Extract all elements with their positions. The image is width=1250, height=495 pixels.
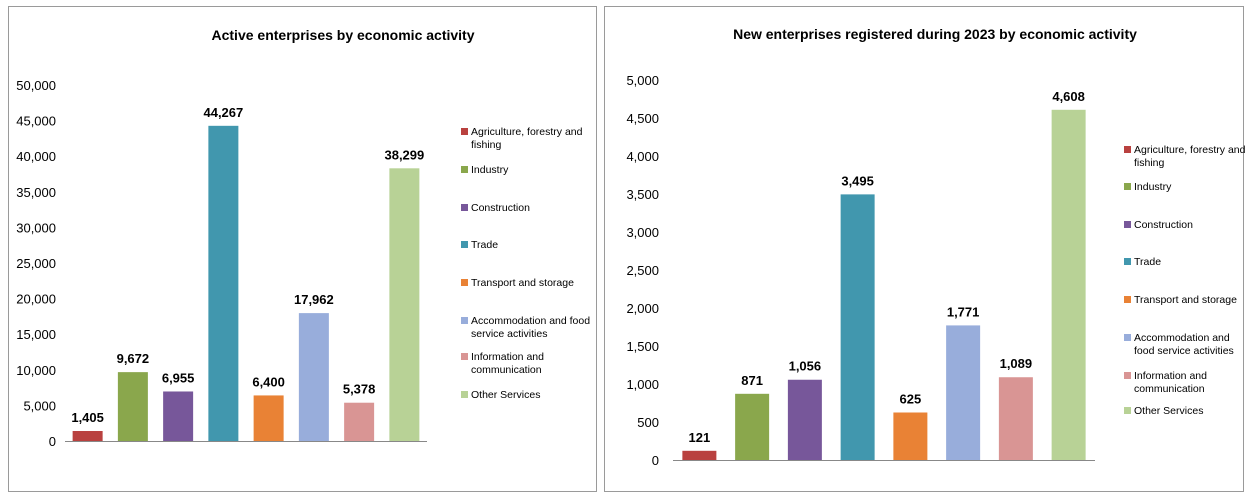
y-tick-label: 45,000 (16, 114, 56, 129)
legend-swatch (461, 391, 468, 398)
y-tick-label: 0 (49, 434, 56, 449)
data-label: 1,771 (947, 304, 980, 319)
legend-entry: Industry (1134, 181, 1172, 193)
bar-8 (389, 168, 420, 441)
y-tick-label: 500 (637, 415, 659, 430)
legend-swatch (1124, 334, 1131, 341)
y-tick-label: 40,000 (16, 149, 56, 164)
bar-4 (208, 125, 239, 441)
active-enterprises-chart-panel: Active enterprises by economic activity 0… (8, 6, 597, 492)
legend-entry: Construction (471, 202, 530, 214)
legend-entry: Transport and storage (471, 277, 574, 289)
legend-entry: Trade (471, 239, 498, 251)
legend-entry: Construction (1134, 219, 1193, 231)
data-label: 5,378 (343, 382, 376, 397)
y-tick-label: 2,500 (626, 263, 659, 278)
y-tick-label: 35,000 (16, 185, 56, 200)
data-label: 6,955 (162, 370, 195, 385)
legend-swatch (1124, 372, 1131, 379)
new-enterprises-chart-panel: New enterprises registered during 2023 b… (604, 6, 1245, 492)
legend-swatch (461, 279, 468, 286)
data-label: 38,299 (384, 147, 424, 162)
y-tick-label: 0 (652, 453, 659, 468)
legend-entry: Other Services (1134, 405, 1203, 417)
bar-3 (787, 379, 822, 460)
legend-entry: Trade (1134, 256, 1161, 268)
bar-1 (682, 450, 717, 460)
y-tick-label: 50,000 (16, 78, 56, 93)
y-tick-label: 1,000 (626, 377, 659, 392)
legend-swatch (1124, 221, 1131, 228)
legend-entry: Accommodation and food service activities (471, 315, 590, 340)
data-label: 871 (741, 373, 763, 388)
y-tick-label: 4,000 (626, 149, 659, 164)
new-enterprises-chart: New enterprises registered during 2023 b… (626, 26, 1245, 468)
legend-swatch (461, 317, 468, 324)
legend-entry: Agriculture, forestry and fishing (471, 126, 583, 151)
data-label: 4,608 (1052, 89, 1085, 104)
legend-entry: Accommodation and food service activities (1134, 332, 1234, 357)
bar-2 (117, 372, 148, 441)
legend-swatch (1124, 183, 1131, 190)
legend-entry: Other Services (471, 389, 540, 401)
data-label: 44,267 (203, 105, 243, 120)
y-tick-label: 3,500 (626, 187, 659, 202)
bar-8 (1051, 109, 1086, 461)
legend-swatch (461, 241, 468, 248)
y-tick-label: 30,000 (16, 220, 56, 235)
y-tick-label: 5,000 (626, 73, 659, 88)
data-label: 1,089 (1000, 356, 1033, 371)
bar-5 (253, 395, 284, 441)
legend-entry: Information and communication (471, 351, 544, 376)
y-tick-label: 20,000 (16, 292, 56, 307)
bar-7 (344, 402, 375, 441)
legend-entry: Industry (471, 164, 509, 176)
bar-3 (163, 391, 194, 441)
legend-entry: Agriculture, forestry and fishing (1134, 144, 1245, 169)
bar-1 (72, 430, 103, 441)
legend-swatch (461, 204, 468, 211)
legend-entry: Information and communication (1134, 370, 1207, 395)
y-tick-label: 25,000 (16, 256, 56, 271)
legend-swatch (461, 166, 468, 173)
legend-swatch (1124, 258, 1131, 265)
y-tick-label: 2,000 (626, 301, 659, 316)
bar-5 (893, 412, 928, 460)
legend-swatch (461, 128, 468, 135)
y-tick-label: 4,500 (626, 111, 659, 126)
active-enterprises-chart: Active enterprises by economic activity 0… (16, 27, 590, 449)
y-tick-label: 3,000 (626, 225, 659, 240)
legend-swatch (1124, 296, 1131, 303)
data-label: 6,400 (252, 374, 285, 389)
y-tick-label: 15,000 (16, 327, 56, 342)
data-label: 625 (900, 392, 922, 407)
legend-swatch (1124, 146, 1131, 153)
bar-4 (840, 194, 875, 460)
data-label: 9,672 (117, 351, 150, 366)
bar-6 (946, 325, 981, 460)
chart-title: Active enterprises by economic activity (212, 27, 475, 43)
legend-swatch (1124, 407, 1131, 414)
y-tick-label: 5,000 (23, 398, 56, 413)
data-label: 121 (689, 430, 711, 445)
data-label: 1,405 (71, 410, 104, 425)
bar-6 (298, 313, 329, 441)
data-label: 17,962 (294, 292, 334, 307)
data-label: 3,495 (841, 173, 874, 188)
bar-7 (998, 377, 1033, 460)
legend-swatch (461, 353, 468, 360)
chart-title: New enterprises registered during 2023 b… (733, 26, 1137, 42)
y-tick-label: 1,500 (626, 339, 659, 354)
y-tick-label: 10,000 (16, 363, 56, 378)
data-label: 1,056 (789, 359, 822, 374)
legend-entry: Transport and storage (1134, 294, 1237, 306)
bar-2 (735, 393, 770, 460)
